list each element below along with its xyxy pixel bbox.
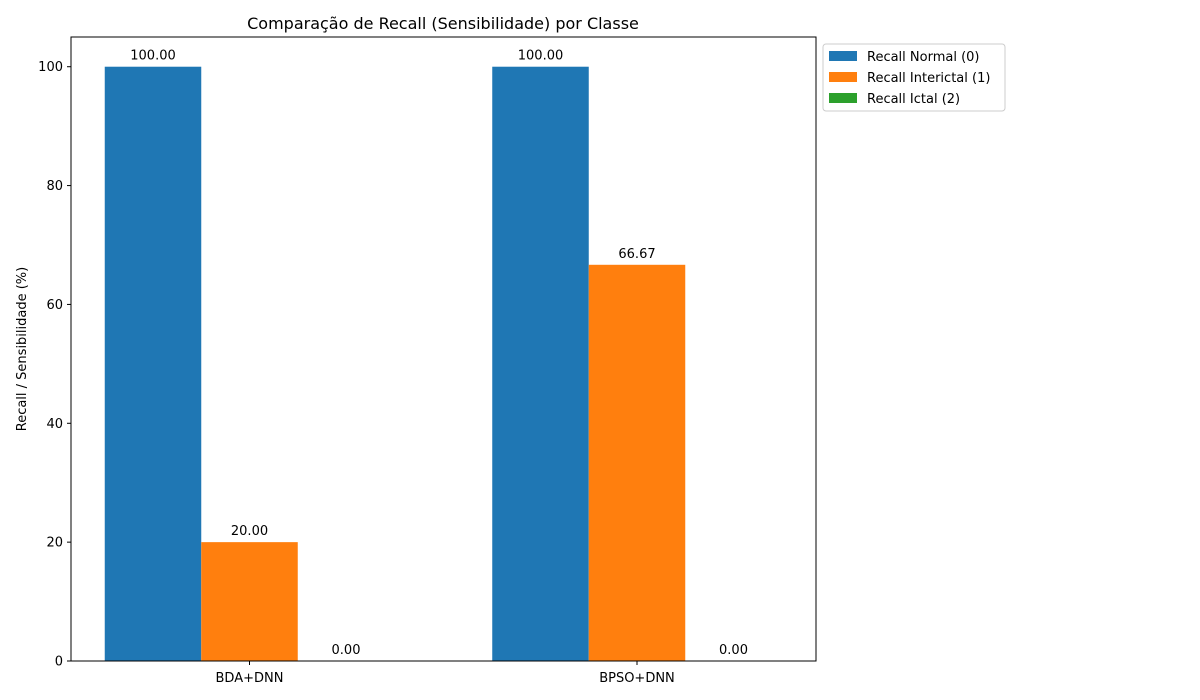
plot-area: 100.00 20.00 0.00 100.00 66.67 0.00 xyxy=(70,36,817,662)
data-label: 66.67 xyxy=(618,247,655,262)
legend-label: Recall Interictal (1) xyxy=(867,71,990,86)
y-tick-label: 0 xyxy=(55,655,63,670)
data-label: 100.00 xyxy=(518,49,564,64)
data-label: 20.00 xyxy=(231,524,268,539)
legend-swatch xyxy=(829,51,857,61)
x-tick-label: BDA+DNN xyxy=(216,671,284,686)
y-tick-label: 20 xyxy=(46,536,63,551)
y-tick-label: 60 xyxy=(46,298,63,313)
legend-swatch xyxy=(829,72,857,82)
data-label: 0.00 xyxy=(332,643,361,658)
y-tick-label: 40 xyxy=(46,417,63,432)
x-tick-label: BPSO+DNN xyxy=(599,671,675,686)
data-label: 0.00 xyxy=(719,643,748,658)
legend-label: Recall Ictal (2) xyxy=(867,92,960,107)
bar-bpso-dnn-series-0 xyxy=(492,66,589,661)
y-tick-label: 80 xyxy=(46,179,63,194)
legend-swatch xyxy=(829,93,857,103)
bar-bpso-dnn-series-1 xyxy=(588,264,686,661)
legend[interactable]: Recall Normal (0) Recall Interictal (1) Re… xyxy=(822,43,1006,112)
bar-bda-dnn-series-0 xyxy=(104,66,202,661)
x-axis: BDA+DNN BPSO+DNN xyxy=(216,661,675,686)
bar-bda-dnn-series-1 xyxy=(201,542,298,661)
legend-box xyxy=(822,43,1006,112)
y-axis: 0 20 40 60 80 100 xyxy=(38,60,71,670)
data-label: 100.00 xyxy=(130,49,176,64)
y-tick-label: 100 xyxy=(38,60,63,75)
plot-frame xyxy=(70,36,817,662)
legend-label: Recall Normal (0) xyxy=(867,50,980,65)
chart-title: Comparação de Recall (Sensibilidade) por… xyxy=(247,14,639,33)
y-axis-title: Recall / Sensibilidade (%) xyxy=(15,267,30,432)
